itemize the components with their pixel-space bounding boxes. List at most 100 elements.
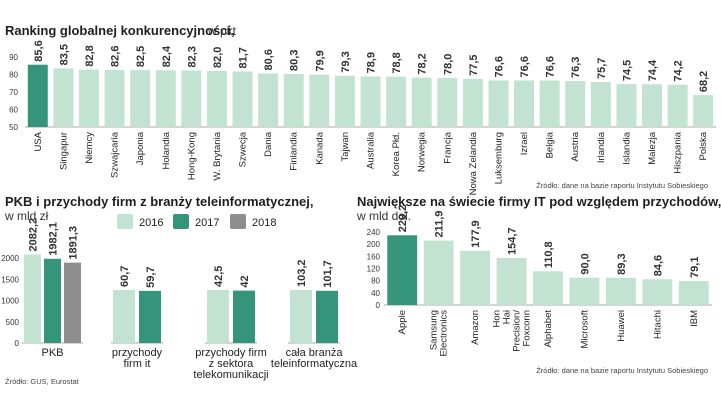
ranking-chart: 50 60 70 80 90 85,6 USA 83,5 Singapur 82,8 Niemcy 8…: [9, 40, 716, 195]
legend-swatch-2017: [173, 214, 189, 229]
legend-swatch-2018: [230, 214, 246, 229]
ranking-bar-irlandia: [590, 82, 611, 127]
pkb-y-tick: 500: [6, 318, 20, 327]
ranking-category-label: Izrael: [519, 132, 530, 155]
it-value-label: 154,7: [507, 227, 519, 255]
ranking-category-label: Singapur: [58, 132, 69, 170]
ranking-value-label: 75,7: [596, 58, 608, 79]
it-category-label: IBM: [689, 310, 700, 327]
ranking-value-label: 82,0: [212, 47, 224, 68]
pkb-title: PKB i przychody firm z branży teleinform…: [5, 194, 313, 209]
ranking-bar-holandia: [155, 70, 176, 127]
pkb-group-label: przychody firm z sektora telekomunikacji: [193, 347, 268, 381]
ranking-y-tick: 70: [9, 88, 18, 97]
ranking-category-label: Finlandia: [289, 131, 300, 170]
it-bar-microsoft: [569, 277, 600, 305]
ranking-category-label: Hong-Kong: [186, 132, 197, 180]
ranking-value-label: 82,4: [161, 45, 173, 67]
ranking-bar-islandia: [616, 84, 637, 127]
it-category-label: Alphabet: [543, 310, 554, 348]
pkb-value-label: 101,7: [322, 260, 334, 288]
pkb-group-label: przychody firm it: [112, 347, 163, 370]
pkb-value-label: 60,7: [119, 266, 131, 287]
ranking-bar-szwecja: [232, 71, 253, 127]
it-bar-huawei: [605, 277, 636, 305]
ranking-bar-austria: [565, 80, 586, 127]
pkb-unit: w mld zł: [4, 209, 49, 223]
ranking-value-label: 74,5: [621, 60, 633, 81]
ranking-bar-malezja: [642, 84, 662, 127]
ranking-bar-francja: [437, 78, 458, 127]
ranking-value-label: 76,6: [493, 56, 505, 77]
ranking-value-label: 81,7: [238, 47, 250, 68]
pkb-value-label: 42: [239, 275, 251, 287]
pkb-group-label: cała branża teleinformatyczna: [271, 347, 358, 370]
ranking-y-tick: 60: [9, 106, 18, 115]
legend-label-2017: 2017: [195, 217, 219, 229]
it-value-label: 177,9: [470, 220, 482, 248]
pkb-y-tick: 1500: [1, 275, 19, 284]
ranking-y-tick: 50: [9, 123, 18, 132]
pkb-bar-pkb-2017: [44, 258, 61, 343]
it-bar-hitachi: [642, 279, 673, 305]
ranking-value-label: 68,2: [698, 71, 710, 92]
it-category-label: HonHaiPrecision/Foxconn: [492, 310, 533, 352]
ranking-category-label: Islandia: [621, 131, 632, 164]
ranking-value-label: 83,5: [58, 44, 70, 65]
pkb-value-label: 59,7: [145, 266, 157, 287]
it-firms-unit: w mld dol.: [356, 209, 411, 223]
ranking-bar-singapur: [53, 68, 74, 127]
pkb-source: Źródło: GUS, Eurostat: [5, 377, 80, 386]
it-bar-ibm: [678, 280, 709, 305]
it-y-tick: 120: [367, 265, 381, 274]
it-y-tick: 0: [376, 301, 381, 310]
ranking-y-tick: 80: [9, 71, 18, 80]
pkb-bar-pkb-2016: [24, 254, 41, 343]
it-value-label: 79,1: [689, 257, 701, 278]
ranking-y-tick: 90: [9, 53, 18, 62]
ranking-value-label: 74,2: [673, 60, 685, 81]
ranking-bar-kanada: [309, 74, 330, 127]
ranking-value-label: 77,5: [468, 54, 480, 75]
ranking-category-label: Norwegia: [417, 131, 428, 172]
it-category-label: Hitachi: [652, 310, 663, 339]
legend-label-2016: 2016: [139, 217, 163, 229]
ranking-category-label: Szwajcaria: [110, 131, 121, 178]
ranking-category-label: Francja: [442, 131, 453, 163]
ranking-title: Ranking globalnej konkurencyjności,: [5, 23, 235, 38]
it-category-label: Apple: [397, 310, 408, 334]
it-bar-hon-hai-precision-foxconn: [496, 257, 527, 305]
ranking-category-label: Malezja: [647, 131, 658, 164]
ranking-category-label: Polska: [698, 131, 709, 160]
pkb-bar-przychody-firm-it-2017: [139, 290, 161, 343]
ranking-category-label: Belgia: [545, 131, 556, 158]
ranking-value-label: 78,9: [366, 52, 378, 73]
ranking-category-label: Holandia: [161, 131, 172, 169]
legend-label-2018: 2018: [252, 217, 276, 229]
it-bar-amazon: [460, 250, 491, 305]
ranking-category-label: Dania: [263, 131, 274, 157]
ranking-category-label: Niemcy: [84, 132, 95, 164]
ranking-value-label: 76,6: [545, 56, 557, 77]
ranking-category-label: Tajwan: [340, 132, 351, 162]
ranking-value-label: 85,6: [33, 40, 45, 61]
pkb-bar-pkb-2018: [64, 262, 81, 343]
pkb-bar-cała-branża-teleinformatyczna-2016: [290, 290, 312, 343]
ranking-value-label: 76,3: [570, 57, 582, 78]
pkb-value-label: 1891,3: [68, 226, 80, 260]
ranking-category-label: W. Brytania: [212, 131, 223, 180]
ranking-bar-polska: [693, 95, 714, 127]
ranking-bar-hong-kong: [181, 70, 202, 127]
it-category-label: Microsoft: [579, 310, 590, 349]
ranking-value-label: 76,6: [519, 56, 531, 77]
it-value-label: 84,6: [652, 255, 664, 276]
ranking-bar-finlandia: [283, 73, 304, 127]
ranking-category-label: Kanada: [314, 131, 325, 164]
ranking-category-label: Austria: [570, 131, 581, 161]
ranking-category-label: Irlandia: [596, 131, 607, 163]
ranking-bar-belgia: [539, 80, 560, 127]
it-y-tick: 160: [367, 252, 381, 261]
ranking-bar-norwegia: [411, 77, 432, 127]
pkb-y-tick: 1000: [1, 297, 19, 306]
